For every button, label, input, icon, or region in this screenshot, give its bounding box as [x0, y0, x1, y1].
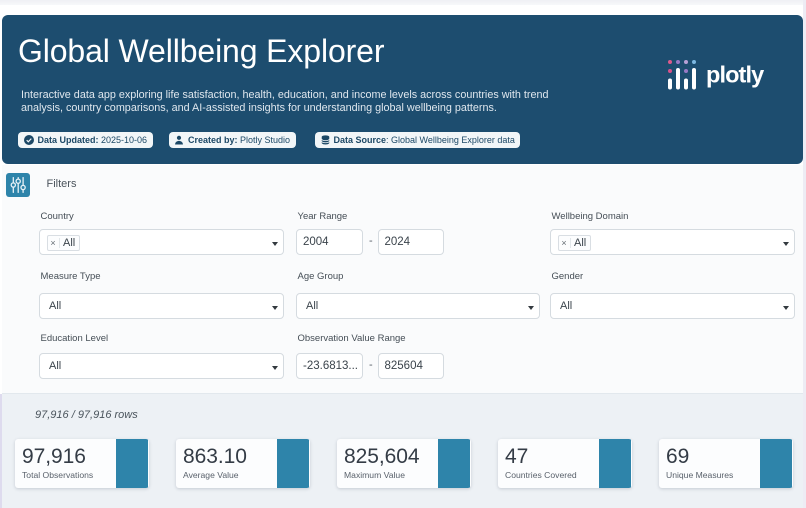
svg-text:plotly: plotly: [706, 62, 764, 88]
